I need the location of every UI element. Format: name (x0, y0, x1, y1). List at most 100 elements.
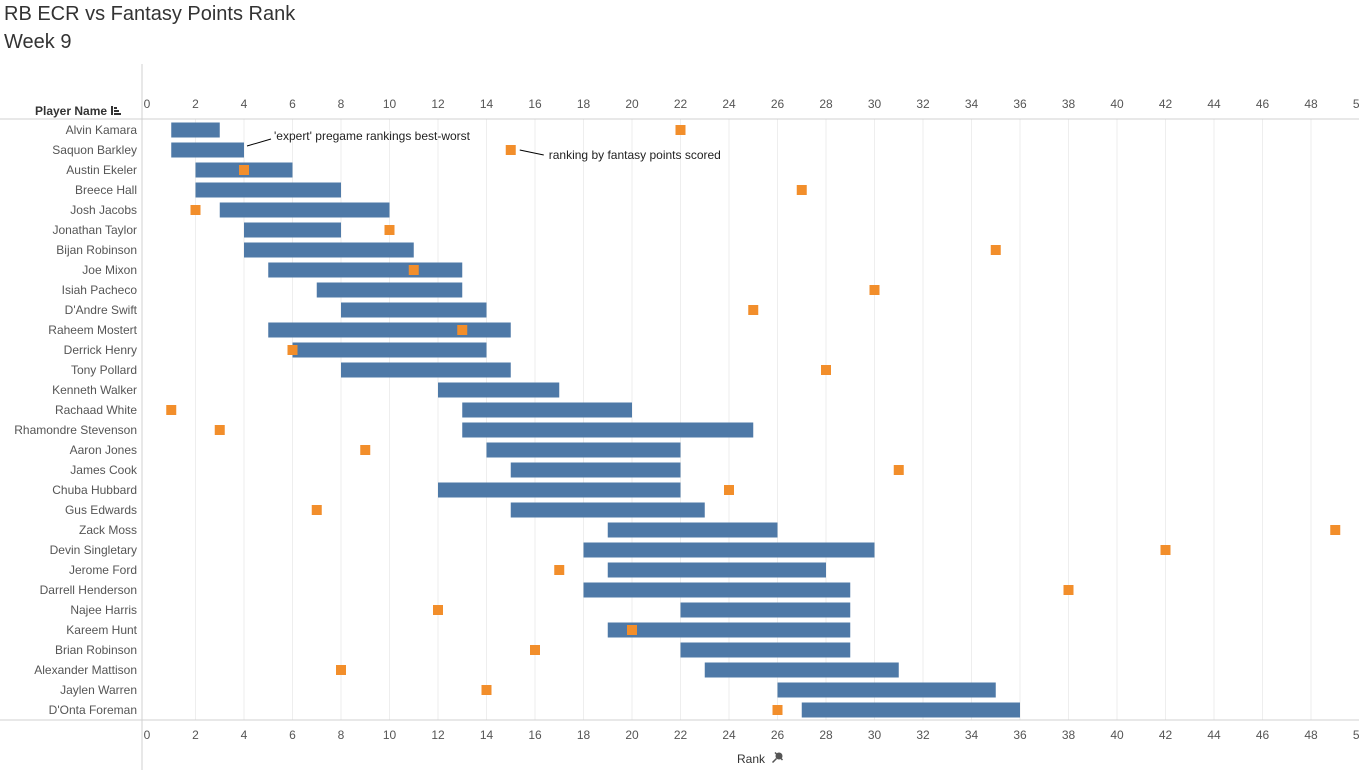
ecr-range-bar[interactable] (583, 582, 851, 598)
x-tick-label-bottom: 32 (916, 728, 930, 742)
player-name-label[interactable]: Derrick Henry (64, 343, 137, 357)
points-rank-marker[interactable] (336, 665, 346, 675)
annotation-leader-line (246, 138, 272, 147)
player-name-label[interactable]: Raheem Mostert (48, 323, 137, 337)
player-name-label[interactable]: D'Andre Swift (65, 303, 138, 317)
player-name-label[interactable]: Josh Jacobs (70, 203, 137, 217)
ecr-range-bar[interactable] (704, 662, 899, 678)
ecr-range-bar[interactable] (244, 242, 414, 258)
points-rank-marker[interactable] (505, 145, 516, 155)
player-name-label[interactable]: Saquon Barkley (52, 143, 137, 157)
player-name-label[interactable]: Devin Singletary (50, 543, 137, 557)
ecr-range-bar[interactable] (462, 402, 632, 418)
points-rank-marker[interactable] (311, 505, 322, 515)
player-name-label[interactable]: Austin Ekeler (66, 163, 137, 177)
ecr-range-bar[interactable] (583, 542, 875, 558)
sort-icon[interactable] (111, 106, 121, 115)
ecr-range-bar[interactable] (268, 322, 511, 338)
points-rank-marker[interactable] (554, 565, 565, 575)
player-name-label[interactable]: Rhamondre Stevenson (14, 423, 137, 437)
ecr-range-bar[interactable] (292, 342, 487, 358)
player-name-label[interactable]: Najee Harris (70, 603, 137, 617)
x-tick-label-bottom: 38 (1062, 728, 1076, 742)
ecr-range-bar[interactable] (801, 702, 1020, 718)
player-name-label[interactable]: Isiah Pacheco (62, 283, 138, 297)
player-name-label[interactable]: Rachaad White (55, 403, 137, 417)
x-tick-label-bottom: 18 (577, 728, 591, 742)
player-name-label[interactable]: Jonathan Taylor (52, 223, 137, 237)
ecr-range-bar[interactable] (268, 262, 463, 278)
ecr-range-bar[interactable] (510, 502, 705, 518)
points-rank-marker[interactable] (1063, 585, 1074, 595)
ecr-range-bar[interactable] (777, 682, 996, 698)
player-name-label[interactable]: Alexander Mattison (34, 663, 137, 677)
ecr-range-bar[interactable] (438, 382, 560, 398)
points-rank-marker[interactable] (893, 465, 904, 475)
x-tick-label-top: 0 (144, 97, 151, 111)
points-rank-marker[interactable] (627, 625, 637, 635)
player-name-label[interactable]: Darrell Henderson (40, 583, 137, 597)
player-name-label[interactable]: Chuba Hubbard (52, 483, 137, 497)
points-rank-marker[interactable] (1330, 525, 1341, 535)
player-name-label[interactable]: Kenneth Walker (52, 383, 137, 397)
player-name-label[interactable]: Aaron Jones (70, 443, 137, 457)
points-rank-marker[interactable] (190, 205, 201, 215)
row-header[interactable]: Player Name (35, 104, 107, 118)
ecr-range-bar[interactable] (680, 642, 851, 658)
player-name-label[interactable]: Zack Moss (79, 523, 137, 537)
ecr-range-bar[interactable] (680, 602, 851, 618)
points-rank-marker[interactable] (990, 245, 1001, 255)
points-rank-marker[interactable] (481, 685, 492, 695)
points-rank-marker[interactable] (675, 125, 686, 135)
ecr-range-bar[interactable] (316, 282, 463, 298)
x-tick-label-top: 20 (625, 97, 639, 111)
player-name-label[interactable]: Breece Hall (75, 183, 137, 197)
player-name-label[interactable]: Joe Mixon (82, 263, 137, 277)
player-name-label[interactable]: Jaylen Warren (60, 683, 137, 697)
points-rank-marker[interactable] (287, 345, 298, 355)
annotation-ecr-range: 'expert' pregame rankings best-worst (274, 129, 471, 143)
points-rank-marker[interactable] (457, 325, 468, 335)
points-rank-marker[interactable] (772, 705, 783, 715)
player-name-label[interactable]: Alvin Kamara (66, 123, 138, 137)
pin-icon[interactable] (771, 751, 784, 764)
points-rank-marker[interactable] (530, 645, 540, 655)
points-rank-marker[interactable] (166, 405, 177, 415)
player-name-label[interactable]: Gus Edwards (65, 503, 137, 517)
ecr-range-bar[interactable] (171, 142, 244, 158)
points-rank-marker[interactable] (869, 285, 880, 295)
player-name-label[interactable]: D'Onta Foreman (49, 703, 137, 717)
points-rank-marker[interactable] (214, 425, 225, 435)
x-tick-label-bottom: 44 (1207, 728, 1221, 742)
ecr-range-bar[interactable] (438, 482, 681, 498)
annotation-points-rank: ranking by fantasy points scored (549, 148, 721, 162)
ecr-range-bar[interactable] (195, 182, 342, 198)
ecr-range-bar[interactable] (607, 562, 826, 578)
ecr-range-bar[interactable] (171, 122, 220, 138)
points-rank-marker[interactable] (239, 165, 249, 175)
points-rank-marker[interactable] (796, 185, 807, 195)
points-rank-marker[interactable] (821, 365, 831, 375)
ecr-range-bar[interactable] (244, 222, 341, 238)
points-rank-marker[interactable] (724, 485, 734, 495)
points-rank-marker[interactable] (1160, 545, 1171, 555)
ecr-range-bar[interactable] (341, 302, 487, 318)
ecr-range-bar[interactable] (607, 622, 851, 638)
ecr-range-bar[interactable] (341, 362, 511, 378)
points-rank-marker[interactable] (748, 305, 759, 315)
player-name-label[interactable]: Bijan Robinson (56, 243, 137, 257)
player-name-label[interactable]: Brian Robinson (55, 643, 137, 657)
player-name-label[interactable]: Jerome Ford (69, 563, 137, 577)
ecr-range-bar[interactable] (486, 442, 681, 458)
ecr-range-bar[interactable] (462, 422, 754, 438)
ecr-range-bar[interactable] (219, 202, 390, 218)
points-rank-marker[interactable] (384, 225, 395, 235)
points-rank-marker[interactable] (433, 605, 443, 615)
points-rank-marker[interactable] (360, 445, 371, 455)
player-name-label[interactable]: Kareem Hunt (66, 623, 137, 637)
ecr-range-bar[interactable] (607, 522, 778, 538)
ecr-range-bar[interactable] (510, 462, 681, 478)
player-name-label[interactable]: James Cook (70, 463, 138, 477)
points-rank-marker[interactable] (408, 265, 419, 275)
player-name-label[interactable]: Tony Pollard (71, 363, 137, 377)
